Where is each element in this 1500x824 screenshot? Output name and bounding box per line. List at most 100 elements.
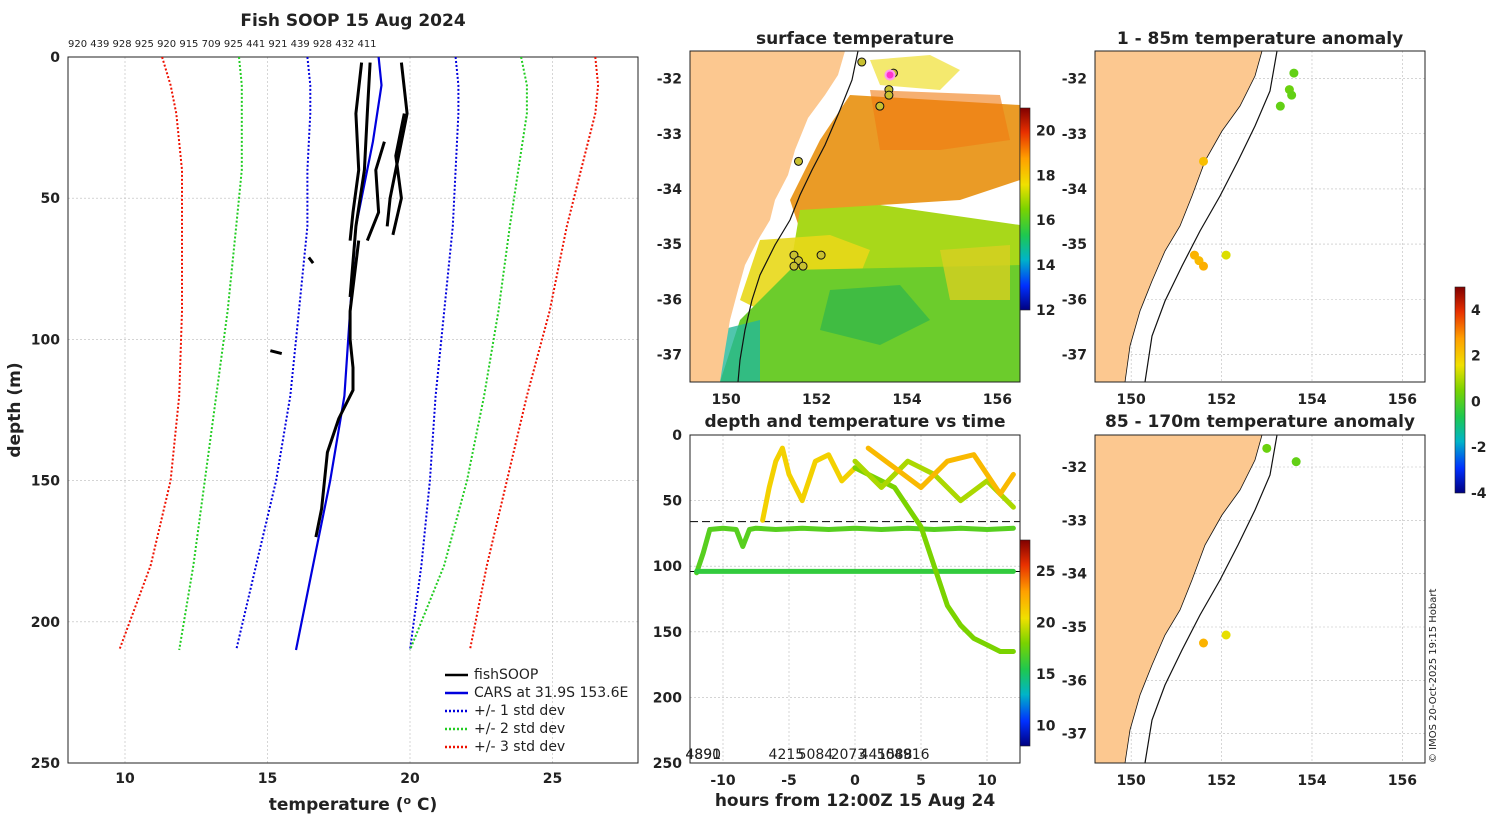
anomaly-x-tick: 154 xyxy=(1297,392,1326,408)
sst-panel: surface temperature 150 152 154 156 -32 -33 -3… xyxy=(657,29,1056,408)
anomaly-shelf-contour xyxy=(1144,435,1278,763)
anomaly-x-tick: 156 xyxy=(1388,392,1417,408)
sst-y-tick: -37 xyxy=(657,347,682,363)
profile-y-tick: 100 xyxy=(31,332,60,348)
legend-label: +/- 2 std dev xyxy=(474,721,565,737)
sst-profile-point xyxy=(884,90,894,100)
sst-profile-point xyxy=(789,261,799,271)
sst-shelf-contour xyxy=(737,51,859,382)
anomaly-top-title: 1 - 85m temperature anomaly xyxy=(1117,29,1403,49)
time-lines xyxy=(690,445,1020,654)
anomaly-y-tick: -37 xyxy=(1062,347,1087,363)
anomaly-y-tick: -34 xyxy=(1062,182,1088,198)
profile-top-labels: 920 439 928 925 920 915 709 925 441 921 … xyxy=(68,39,377,50)
profile-y-tick: 200 xyxy=(31,615,60,631)
sst-y-tick: -33 xyxy=(657,127,682,143)
anomaly-y-tick: -34 xyxy=(1062,567,1088,583)
time-id-label: 4916 xyxy=(894,747,930,763)
legend-label: +/- 3 std dev xyxy=(474,739,565,755)
legend-label: CARS at 31.9S 153.6E xyxy=(474,685,628,701)
profile-line--2sd xyxy=(178,57,243,651)
profile-x-tick: 15 xyxy=(258,771,277,787)
anomaly-land xyxy=(1095,51,1263,382)
anomaly-y-tick: -35 xyxy=(1062,237,1087,253)
anomaly-point xyxy=(1291,457,1301,467)
profile-y-tick: 0 xyxy=(50,50,60,66)
anomaly-colorbar xyxy=(1454,286,1466,494)
sst-x-tick: 152 xyxy=(802,392,831,408)
anomaly-y-tick: -36 xyxy=(1062,673,1087,689)
anomaly-x-tick: 154 xyxy=(1297,773,1326,789)
time-id-label: 2073 xyxy=(831,747,867,763)
time-id-label: 4890 xyxy=(685,747,721,763)
profile-x-tick: 25 xyxy=(543,771,562,787)
anomaly-shelf-contour xyxy=(1144,51,1278,382)
sst-colorbar-tick: 18 xyxy=(1036,168,1055,184)
time-id-label: 5084 xyxy=(798,747,834,763)
anomaly-point xyxy=(1275,101,1285,111)
profile-legend: fishSOOP CARS at 31.9S 153.6E +/- 1 std de… xyxy=(445,667,628,755)
time-colorbar-tick: 25 xyxy=(1036,564,1055,580)
profile-x-ticks: 10 15 20 25 xyxy=(115,771,562,787)
anomaly-point xyxy=(1262,443,1272,453)
profile-line--1sd xyxy=(235,57,312,651)
profile-line-+3sd xyxy=(468,57,600,651)
time-x-tick: 5 xyxy=(916,773,926,789)
time-y-tick: 50 xyxy=(663,494,683,510)
time-x-tick: -5 xyxy=(781,773,797,789)
anomaly-point xyxy=(1221,630,1231,640)
anomaly-y-tick: -33 xyxy=(1062,127,1087,143)
profile-x-tick: 20 xyxy=(400,771,420,787)
sst-colorbar-tick: 12 xyxy=(1036,303,1055,319)
anomaly-x-tick: 156 xyxy=(1388,773,1417,789)
time-grid xyxy=(690,434,1020,764)
sst-y-tick: -34 xyxy=(657,182,683,198)
sst-profile-point xyxy=(875,101,885,111)
profile-axes-box xyxy=(67,56,639,764)
anomaly-y-tick: -37 xyxy=(1062,727,1087,743)
time-y-tick: 200 xyxy=(653,690,682,706)
time-y-tick: 150 xyxy=(653,625,682,641)
sst-colorbar-ticks: 12 14 16 18 20 xyxy=(1036,123,1056,319)
anomaly-point xyxy=(1198,638,1208,648)
anomaly-axes-box xyxy=(1094,434,1426,764)
time-colorbar-tick: 15 xyxy=(1036,667,1055,683)
profile-fragment xyxy=(307,256,315,265)
profile-panel: Fish SOOP 15 Aug 2024 920 439 928 925 92… xyxy=(5,11,639,815)
anomaly-colorbar-tick: 4 xyxy=(1471,303,1481,319)
sst-profile-point xyxy=(798,261,808,271)
time-colorbar xyxy=(1019,539,1031,747)
profile-line-+1sd xyxy=(409,57,460,651)
anomaly-bottom-title: 85 - 170m temperature anomaly xyxy=(1105,412,1415,432)
time-series-tow-f xyxy=(865,445,1016,497)
time-x-tick: 10 xyxy=(977,773,997,789)
anomaly-y-tick: -32 xyxy=(1062,72,1087,88)
credit-text: © IMOS 20-Oct-2025 19:15 Hobart xyxy=(1428,588,1439,763)
time-series-tow-c xyxy=(760,445,858,523)
sst-y-tick: -35 xyxy=(657,237,682,253)
time-id-label: 4215 xyxy=(769,747,805,763)
anomaly-land xyxy=(1095,435,1263,763)
anomaly-x-tick: 150 xyxy=(1117,773,1146,789)
time-x-label: hours from 12:00Z 15 Aug 24 xyxy=(715,791,996,811)
anomaly-axes-box xyxy=(1094,50,1426,383)
anomaly-top-panel: 1 - 85m temperature anomaly 150 152 154 156… xyxy=(1062,29,1426,408)
sst-profile-points xyxy=(789,57,898,271)
anomaly-bottom-panel: 85 - 170m temperature anomaly 150 152 154 1… xyxy=(1062,412,1426,789)
sst-x-tick: 150 xyxy=(712,392,741,408)
profile-line-fishSOOP-3 xyxy=(385,62,409,227)
legend-label: fishSOOP xyxy=(474,667,538,683)
legend-label: +/- 1 std dev xyxy=(474,703,565,719)
profile-line-fishSOOP-4 xyxy=(391,113,406,236)
time-y-tick: 250 xyxy=(653,756,682,772)
profile-y-tick: 250 xyxy=(31,756,60,772)
sst-profile-point xyxy=(816,250,826,260)
anomaly-x-tick: 150 xyxy=(1117,392,1146,408)
time-colorbar-tick: 10 xyxy=(1036,718,1056,734)
time-id-label: 4415 xyxy=(860,747,896,763)
anomaly-colorbar-tick: 0 xyxy=(1471,394,1481,410)
sst-profile-point xyxy=(793,156,803,166)
profile-y-label: depth (m) xyxy=(5,362,25,457)
time-y-tick: 0 xyxy=(672,428,682,444)
